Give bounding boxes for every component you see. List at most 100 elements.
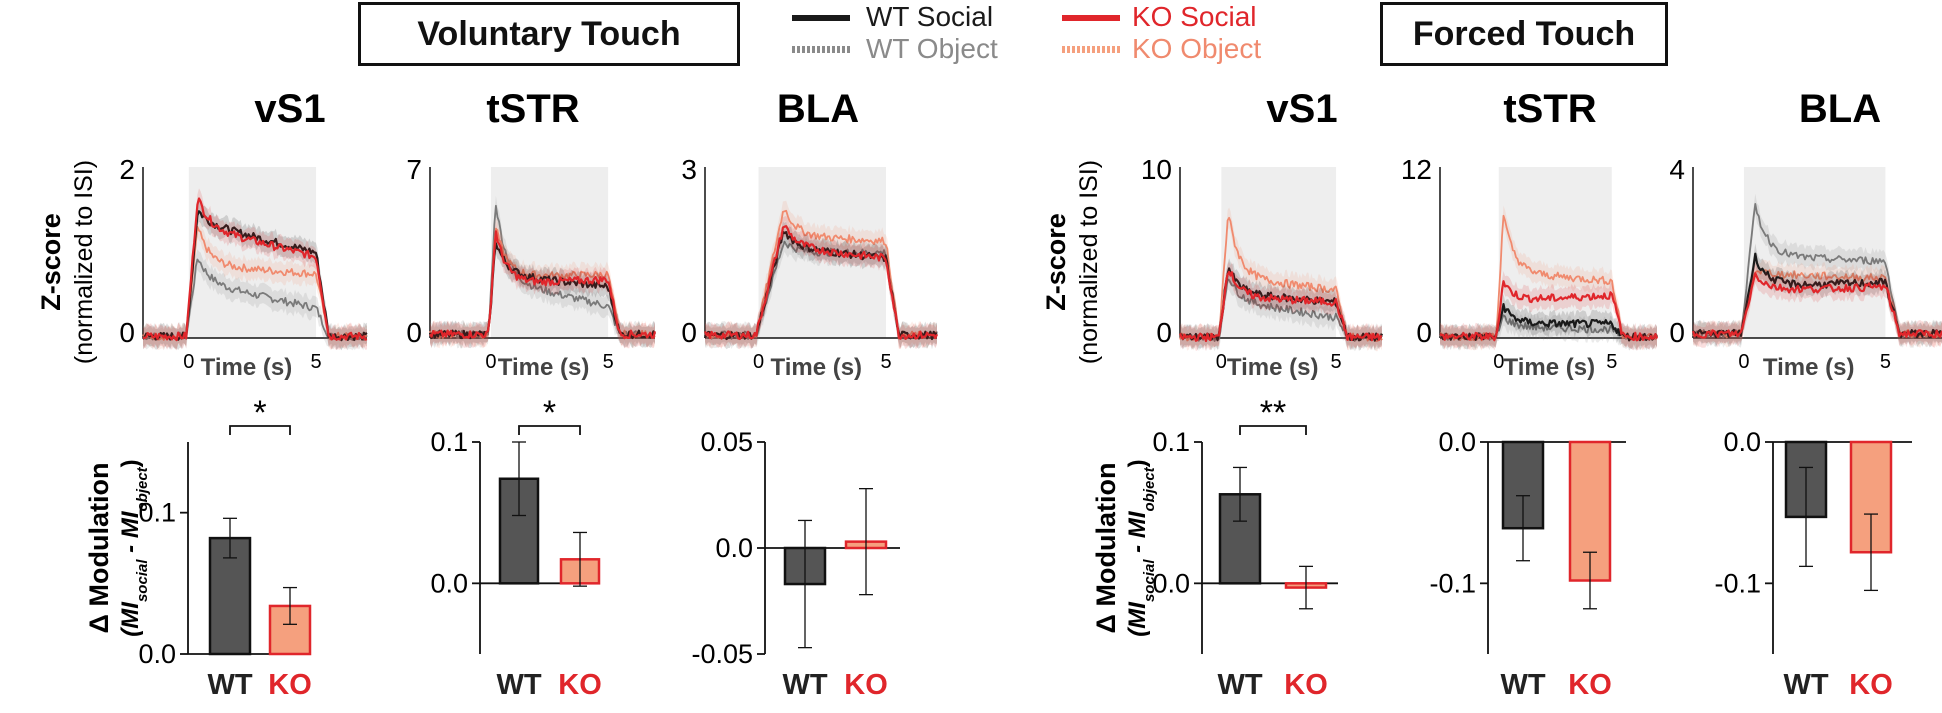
bar-y-tick-label: -0.05 [691,639,753,669]
y-tick-max: 7 [406,154,422,185]
sem-band-ko-social [143,188,367,351]
bar-ylabel-main: Δ Modulation [84,463,114,634]
x-tick-0: 0 [753,351,764,373]
sem-band-ko-social [705,215,937,350]
trace-title: vS1 [254,87,325,131]
x-tick-5: 5 [880,351,891,373]
trace-ylabel-forced: Z-score (normalized to ISI) [1041,160,1103,364]
y-tick-zero: 0 [406,317,422,348]
sem-band-wt-social [1180,258,1382,351]
x-tick-5: 5 [311,351,322,373]
legend-wt-object-swatch [792,46,850,53]
forced-touch-header: Forced Touch [1380,2,1668,66]
bar-panel-6: 0.0 -0.1 WT KO [1714,427,1912,701]
bar-ylabel-main: Δ Modulation [1091,463,1121,634]
bar-y-tick-label: 0.1 [138,498,176,528]
significance-bracket [518,425,581,435]
category-label-wt: WT [1217,669,1262,701]
x-axis-label: Time (s) [201,354,293,381]
trace-title: tSTR [486,87,579,131]
category-label-ko: KO [1284,669,1328,701]
y-tick-zero: 0 [1156,317,1172,348]
y-tick-max: 10 [1141,154,1172,185]
y-tick-max: 3 [681,154,697,185]
x-axis-label: Time (s) [1227,354,1319,381]
trace-panel-3: BLA 3 0 0 5 Time (s) [681,87,938,381]
bar-ylabel-part: ) [1124,459,1151,467]
category-label-wt: WT [207,669,252,701]
category-label-ko: KO [1568,669,1612,701]
bar-ylabel-part: - MI [117,510,144,559]
x-axis-label: Time (s) [1763,354,1855,381]
x-tick-0: 0 [183,351,194,373]
x-tick-0: 0 [1493,351,1504,373]
x-tick-0: 0 [1738,351,1749,373]
bar-ylabel-forced: Δ Modulation (MIsocial - MIobject) [1091,459,1158,636]
bar-ylabel-part: (MI [1124,601,1151,637]
significance-star: ** [1260,394,1286,432]
sem-band-ko-object [1180,207,1382,352]
legend-ko-object-label: KO Object [1132,33,1262,64]
y-tick-zero: 0 [1416,317,1432,348]
trace-panel-5: tSTR 12 0 0 5 Time (s) [1401,87,1659,381]
bar-y-tick-label: 0.0 [138,639,176,669]
ylabel-sub: (normalized to ISI) [1075,160,1103,364]
legend-ko-social-swatch [1062,15,1120,21]
trace-line-ko-social [142,197,368,342]
category-label-wt: WT [1783,669,1828,701]
category-label-wt: WT [496,669,541,701]
bar-ylabel-part: - MI [1124,510,1151,559]
trace-panel-6: BLA 4 0 0 5 Time (s) [1669,87,1942,381]
bar-panel-2: 0.0 0.1 WT KO * [430,394,601,701]
x-tick-5: 5 [1606,351,1617,373]
trace-title: BLA [777,87,859,131]
x-tick-5: 5 [1331,351,1342,373]
bar-ylabel-part: ) [117,459,144,467]
bar-y-tick-label: -0.1 [1714,568,1761,598]
x-tick-0: 0 [485,351,496,373]
significance-star: * [253,394,266,432]
trace-line-ko-social [704,225,938,341]
category-label-ko: KO [268,669,312,701]
stim-window-shade [490,167,609,338]
bar-ylabel-part: social [1141,559,1158,602]
bar-y-tick-label: 0.0 [1723,427,1761,457]
bar-panel-4: 0.0 0.1 WT KO ** [1152,394,1338,701]
x-axis-label: Time (s) [498,354,590,381]
trace-line-ko-social [1439,280,1659,342]
x-tick-5: 5 [603,351,614,373]
trace-line-ko-social [1178,270,1383,343]
x-tick-0: 0 [1216,351,1227,373]
ylabel-sub: (normalized to ISI) [70,160,98,364]
significance-bracket [229,425,291,435]
bar-y-tick-label: 0.0 [715,533,753,563]
bar-ylabel-part: (MI [117,601,144,637]
bar-y-tick-label: -0.1 [1429,568,1476,598]
bar-y-tick-label: 0.05 [700,427,753,457]
bar-ylabel-part: object [134,466,151,511]
category-label-ko: KO [558,669,602,701]
legend-wt-social-swatch [792,15,850,21]
category-label-wt: WT [782,669,827,701]
y-tick-zero: 0 [1669,317,1685,348]
ylabel-main: Z-score [36,213,66,311]
significance-star: * [543,394,556,432]
legend-ko-social-label: KO Social [1132,1,1257,32]
trace-title: vS1 [1266,87,1337,131]
trace-panel-2: tSTR 7 0 0 5 Time (s) [406,87,657,381]
voluntary-touch-header: Voluntary Touch [358,2,740,66]
bar-panel-5: 0.0 -0.1 WT KO [1429,427,1626,701]
category-label-wt: WT [1500,669,1545,701]
stim-window-shade [1743,167,1886,338]
legend-ko-object-swatch [1062,46,1120,53]
trace-ylabel-voluntary: Z-score (normalized to ISI) [36,160,98,364]
bar-panel-1: 0.0 0.1 WT KO * [138,394,311,701]
legend-wt-social-label: WT Social [866,1,994,32]
trace-panel-4: vS1 10 0 0 5 Time (s) [1141,87,1384,381]
trace-title: BLA [1799,87,1881,131]
sem-band-ko-social [1440,271,1657,351]
trace-title: tSTR [1503,87,1596,131]
category-label-ko: KO [844,669,888,701]
bar-y-tick-label: 0.0 [430,568,468,598]
